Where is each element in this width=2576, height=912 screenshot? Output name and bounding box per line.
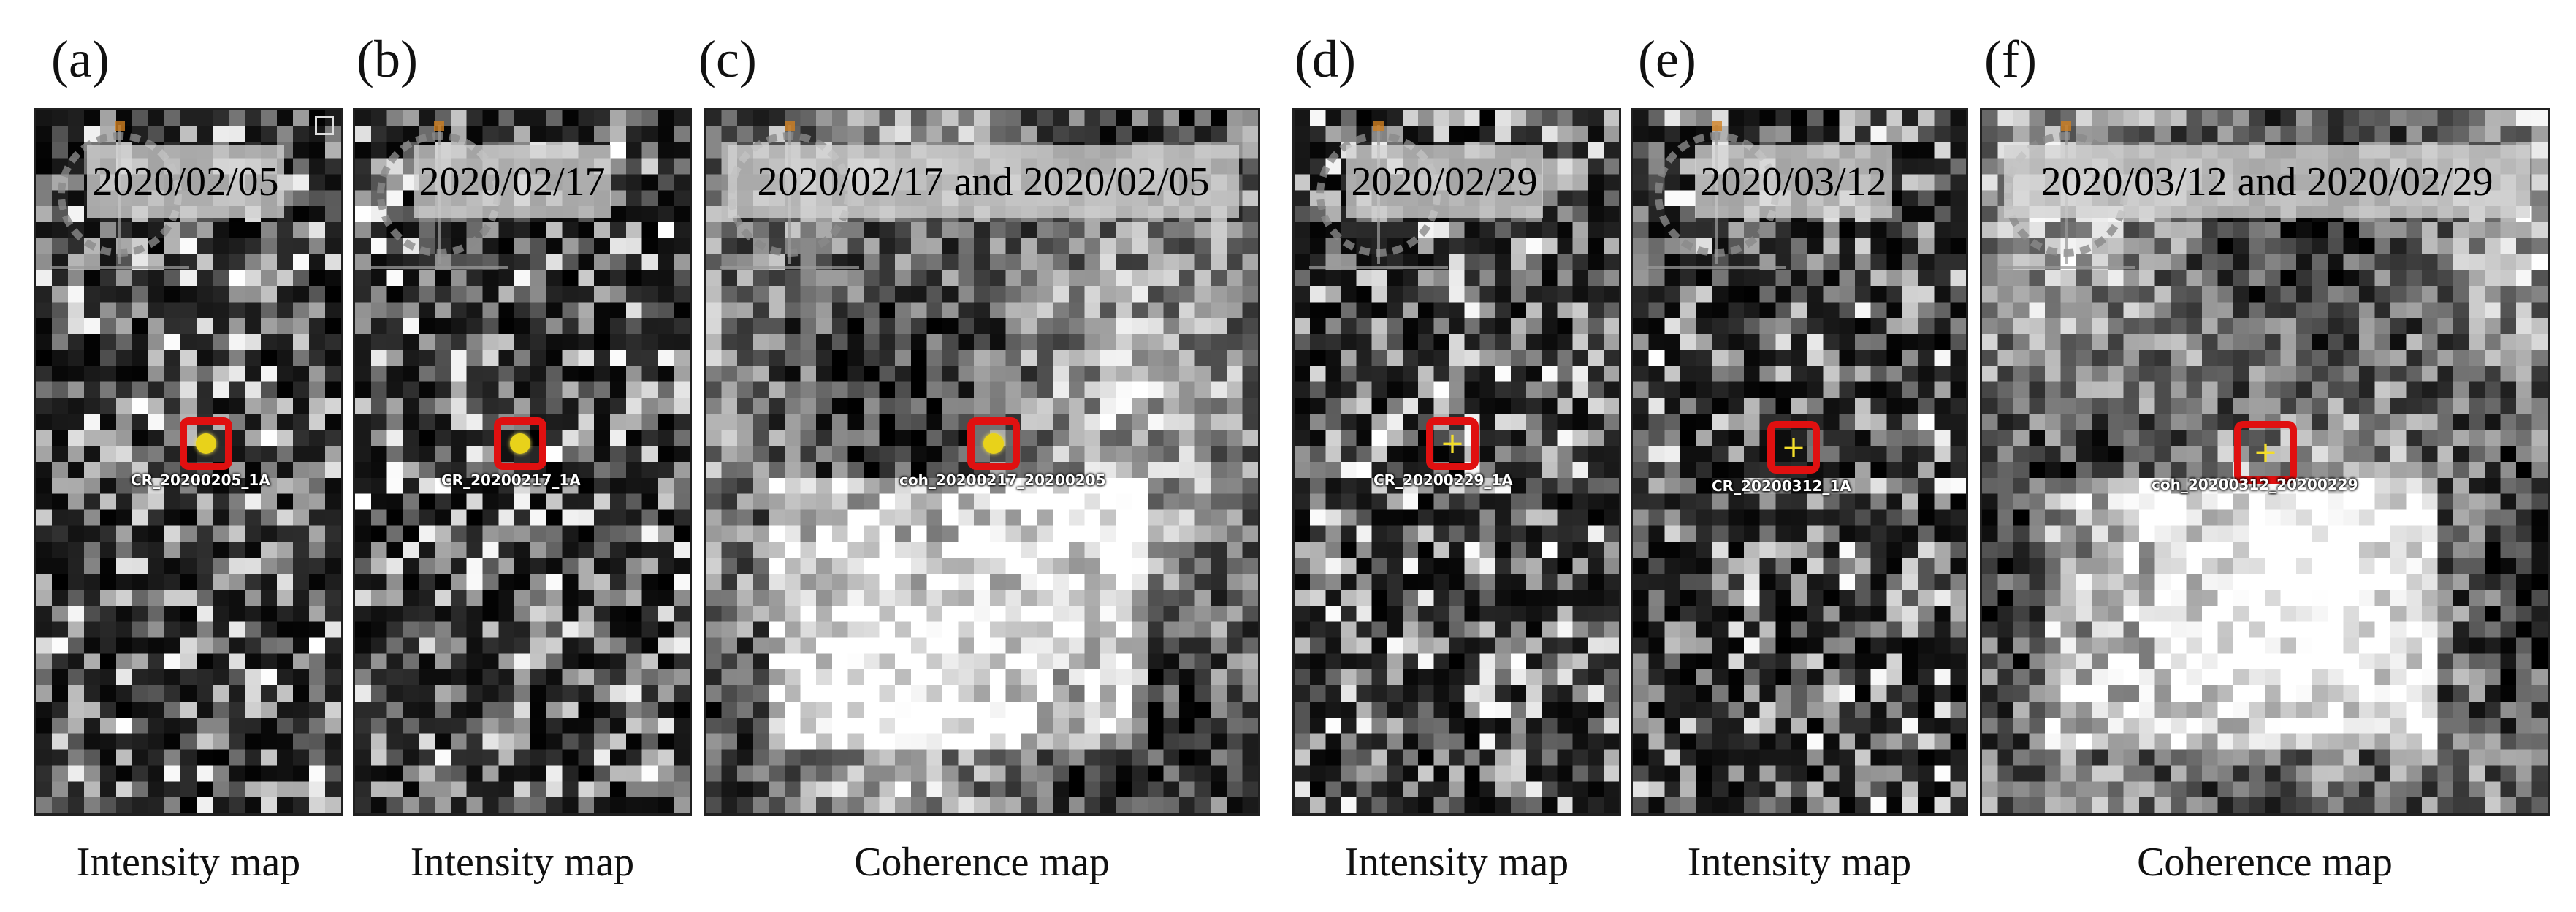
- speckle-image-e: [1633, 110, 1966, 813]
- coherence-map-f: 2020/03/12 and 2020/02/29 + coh_20200312…: [1980, 108, 2550, 816]
- crosshair-icon: +: [2253, 436, 2278, 469]
- target-marker-f: +: [2234, 421, 2297, 484]
- point-label-f: coh_20200312_20200229: [2152, 476, 2358, 493]
- crosshair-icon: +: [1781, 430, 1806, 464]
- intensity-map-b: 2020/02/17 CR_20200217_1A: [353, 108, 692, 816]
- target-marker-d: +: [1426, 417, 1479, 470]
- panel-letter-c: (c): [698, 30, 757, 88]
- panel-letter-d: (d): [1295, 30, 1356, 88]
- target-marker-a: [180, 417, 232, 470]
- target-point-icon: [510, 433, 530, 454]
- point-label-a: CR_20200205_1A: [131, 471, 270, 489]
- date-label-c: 2020/02/17 and 2020/02/05: [728, 145, 1239, 218]
- date-label-e: 2020/03/12: [1695, 145, 1892, 218]
- caption-d: Intensity map: [1344, 840, 1569, 885]
- date-label-f: 2020/03/12 and 2020/02/29: [2004, 145, 2530, 218]
- intensity-map-d: 2020/02/29 + CR_20200229_1A: [1292, 108, 1621, 816]
- speckle-image-a: [36, 110, 341, 813]
- target-point-icon: [196, 433, 216, 454]
- speckle-image-d: [1295, 110, 1619, 813]
- point-label-c: coh_20200217_20200205: [899, 471, 1106, 489]
- target-marker-e: +: [1767, 421, 1820, 474]
- point-label-e: CR_20200312_1A: [1712, 477, 1851, 495]
- target-point-icon: [983, 433, 1004, 454]
- target-marker-c: [967, 417, 1020, 470]
- caption-a: Intensity map: [76, 840, 301, 885]
- point-label-b: CR_20200217_1A: [441, 471, 581, 489]
- date-label-b: 2020/02/17: [414, 145, 611, 218]
- date-label-a: 2020/02/05: [87, 145, 284, 218]
- target-marker-b: [494, 417, 546, 470]
- crosshair-icon: +: [1440, 427, 1465, 460]
- caption-c: Coherence map: [854, 840, 1110, 885]
- intensity-map-a: 2020/02/05 CR_20200205_1A: [34, 108, 343, 816]
- coherence-map-c: 2020/02/17 and 2020/02/05 coh_20200217_2…: [704, 108, 1260, 816]
- caption-e: Intensity map: [1687, 840, 1912, 885]
- date-label-d: 2020/02/29: [1346, 145, 1543, 218]
- speckle-image-b: [355, 110, 690, 813]
- panel-letter-b: (b): [357, 30, 418, 88]
- speckle-image-f: [1982, 110, 2548, 813]
- panel-letter-a: (a): [51, 30, 110, 88]
- caption-f: Coherence map: [2137, 840, 2393, 885]
- speckle-image-c: [706, 110, 1258, 813]
- panel-letter-f: (f): [1984, 30, 2037, 88]
- intensity-map-e: 2020/03/12 + CR_20200312_1A: [1631, 108, 1968, 816]
- square-icon: [315, 116, 334, 135]
- point-label-d: CR_20200229_1A: [1373, 471, 1513, 489]
- caption-b: Intensity map: [410, 840, 635, 885]
- panel-letter-e: (e): [1638, 30, 1696, 88]
